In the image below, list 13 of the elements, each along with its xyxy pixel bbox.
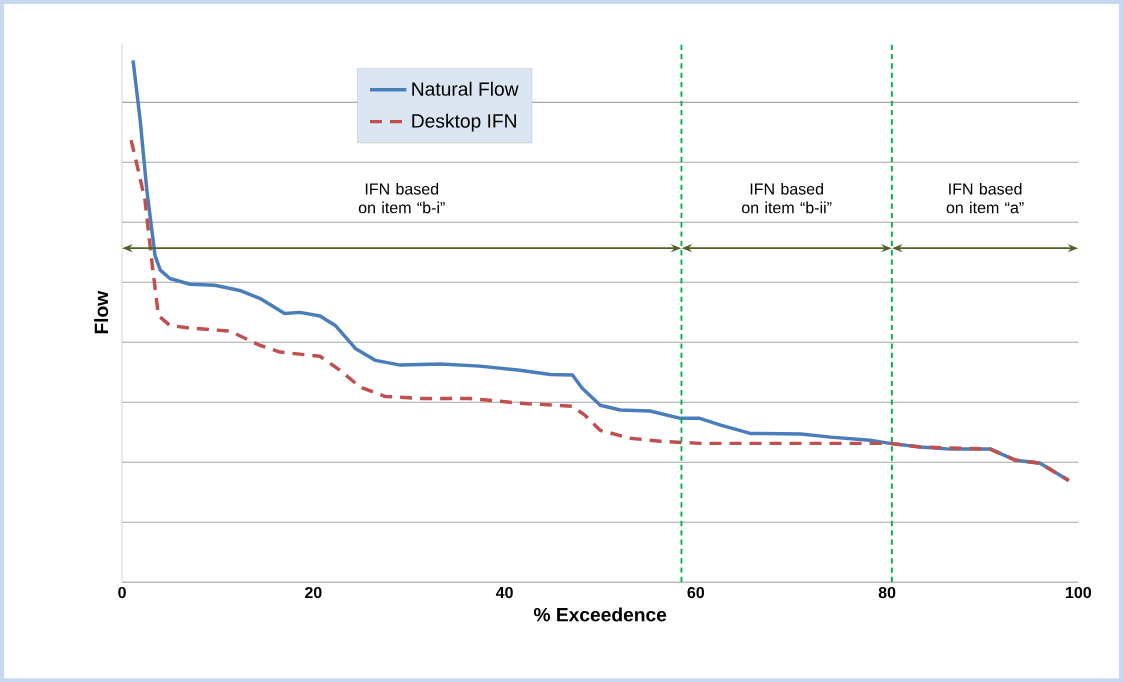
x-axis-title: % Exceedence bbox=[533, 607, 667, 622]
x-tick-label: 20 bbox=[304, 586, 322, 599]
y-axis-title: Flow bbox=[94, 290, 109, 334]
legend-label: Desktop IFN bbox=[412, 113, 516, 132]
x-tick-label: 80 bbox=[878, 586, 896, 599]
x-tick-label: 60 bbox=[687, 586, 705, 599]
x-tick-label: 100 bbox=[1065, 586, 1092, 599]
annotation: IFN based on item “b-i” bbox=[358, 182, 445, 214]
annotation: IFN based on item “a” bbox=[946, 182, 1024, 214]
legend-label: Natural Flow bbox=[412, 81, 519, 96]
x-tick-label: 40 bbox=[495, 586, 513, 599]
annotation: IFN based on item “b-ii” bbox=[741, 182, 832, 214]
x-tick-label: 0 bbox=[118, 586, 126, 599]
